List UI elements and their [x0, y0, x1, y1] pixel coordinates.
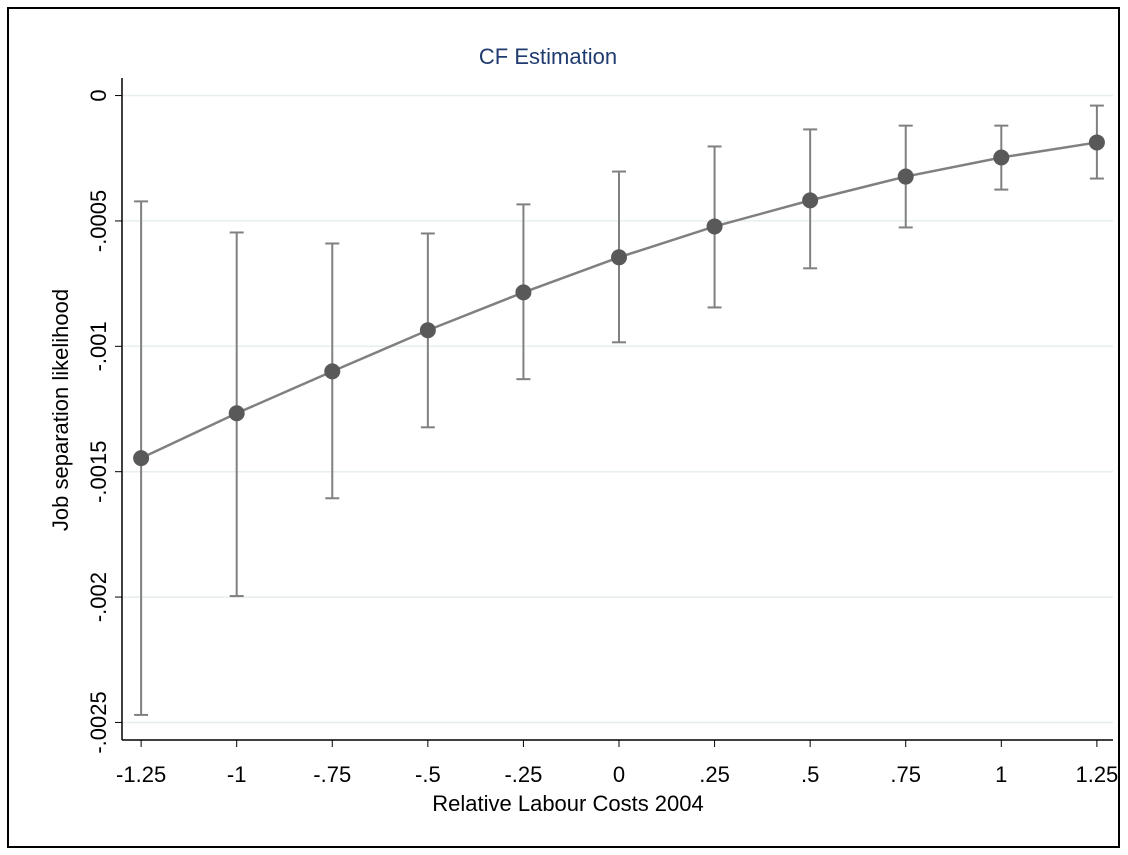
point	[611, 249, 627, 266]
x-tick-label: -1	[227, 762, 247, 787]
y-tick-label: -.0025	[86, 691, 111, 753]
point	[515, 284, 532, 301]
x-tick-label: -.5	[415, 762, 441, 787]
chart-title: CF Estimation	[479, 44, 617, 69]
point	[228, 405, 245, 422]
x-tick-label: 0	[613, 762, 625, 787]
point	[324, 363, 341, 380]
point	[897, 168, 914, 185]
y-tick-label: -.001	[86, 321, 111, 371]
y-axis-title: Job separation likelihood	[48, 289, 73, 531]
x-tick-label: .75	[890, 762, 921, 787]
frame	[7, 7, 1120, 848]
y-tick-label: -.0015	[86, 440, 111, 502]
x-tick-label: -.25	[504, 762, 542, 787]
y-tick-label: -.0005	[86, 190, 111, 252]
point	[706, 218, 723, 235]
x-tick-label: .5	[801, 762, 819, 787]
x-tick-label: .25	[699, 762, 730, 787]
y-tick-label: -.002	[86, 572, 111, 622]
x-tick-label: 1	[995, 762, 1007, 787]
y-tick-label: 0	[86, 89, 111, 101]
x-tick-label: -1.25	[116, 762, 166, 787]
point	[993, 149, 1010, 166]
x-axis-title: Relative Labour Costs 2004	[432, 791, 704, 816]
x-tick-label: 1.25	[1075, 762, 1118, 787]
point	[419, 322, 436, 339]
point	[802, 192, 819, 209]
point	[133, 450, 150, 467]
x-tick-label: -.75	[313, 762, 351, 787]
point	[1088, 134, 1105, 151]
